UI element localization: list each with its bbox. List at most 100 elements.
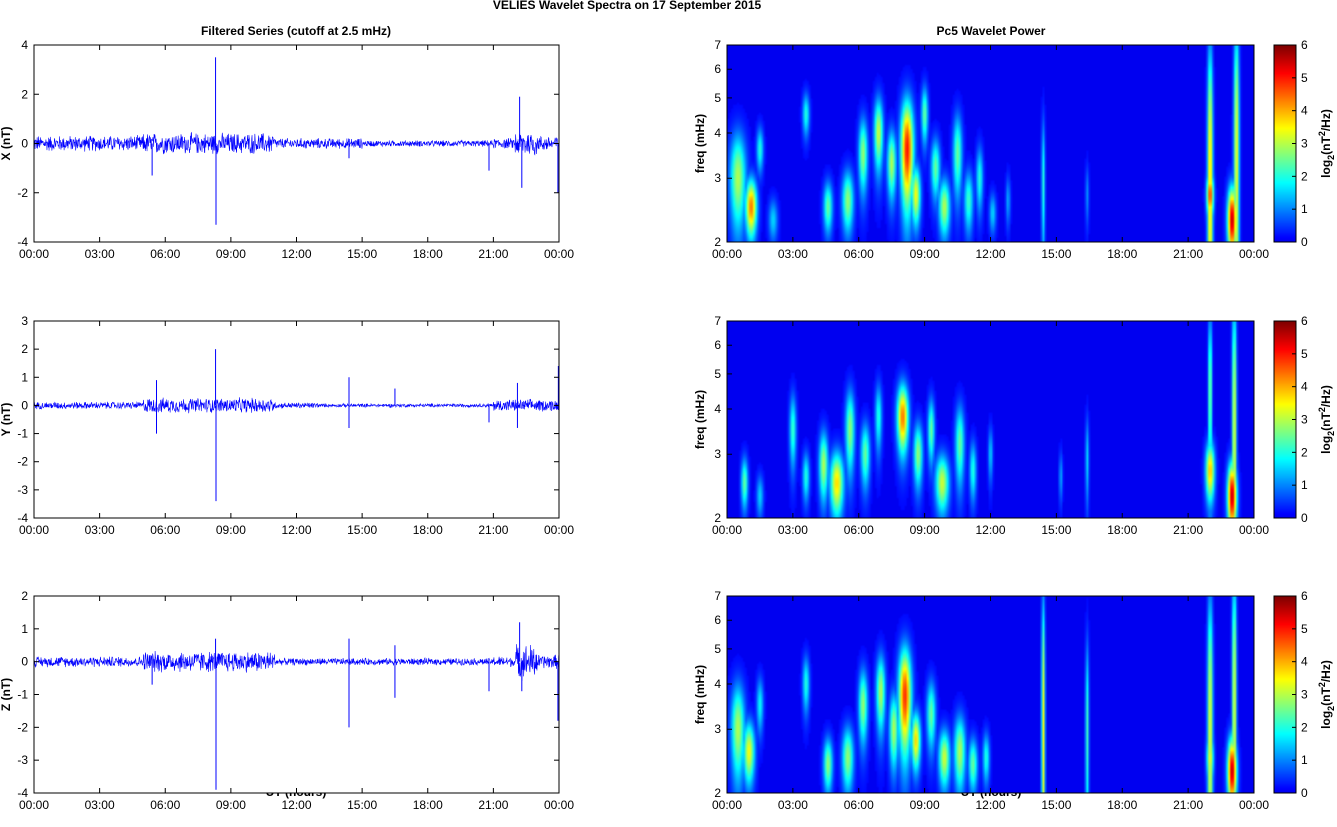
- ytick-label: 1: [21, 370, 28, 384]
- spec2-xtick-label: 12:00: [975, 523, 1005, 537]
- colorbar-tick-label: 6: [1301, 38, 1308, 52]
- ylabel: Y (nT): [0, 403, 13, 437]
- spectrogram-panel-3: 2 3 4 5 6 7 00:00 03:00 06:00 09:00 12:00 15:00 18:0…: [693, 589, 1336, 812]
- spec2-xtick-label: 03:00: [778, 523, 808, 537]
- colorbar-gradient: [1274, 321, 1296, 518]
- ts2-xtick-label: 21:00: [478, 523, 508, 537]
- colorbar-gradient: [1274, 45, 1296, 242]
- ylabel: X (nT): [0, 127, 13, 161]
- ts3-xtick-label: 03:00: [85, 798, 115, 812]
- ytick-label: 7: [714, 589, 721, 603]
- ts1-xtick-label: 06:00: [150, 247, 180, 261]
- ytick-label: -1: [17, 688, 28, 702]
- spec1-xtick-label: 21:00: [1173, 247, 1203, 261]
- spec1-xtick-label: 12:00: [975, 247, 1005, 261]
- ytick-label: 4: [21, 38, 28, 52]
- timeseries-panel-2: -4 -3 -2 -1 0 1 2 3 00:00 03:00 06:00 09:00 12:00 15:…: [0, 314, 574, 537]
- colorbar-tick-label: 0: [1301, 511, 1308, 525]
- ylabel: freq (mHz): [693, 665, 707, 724]
- colorbar-label: log2(nT2/Hz): [1317, 385, 1336, 454]
- colorbar-tick-label: 1: [1301, 753, 1308, 767]
- ytick-label: 5: [714, 91, 721, 105]
- spec1-xtick-label: 00:00: [712, 247, 742, 261]
- ts2-xtick-label: 00:00: [544, 523, 574, 537]
- colorbar: 0 1 2 3 4 5 6 log2(nT2/Hz): [1273, 38, 1336, 249]
- ytick-label: 4: [714, 402, 721, 416]
- spec2-xtick-label: 06:00: [844, 523, 874, 537]
- ytick-label: -4: [17, 786, 28, 800]
- spec3-xtick-label: 12:00: [975, 798, 1005, 812]
- spec1-xtick-label: 09:00: [910, 247, 940, 261]
- timeseries-panel-1: -4 -2 0 2 4 00:00 03:00 06:00 09:00 12:00 15:00 18:…: [0, 38, 574, 261]
- ts3-xtick-label: 09:00: [216, 798, 246, 812]
- colorbar-tick-label: 2: [1301, 169, 1308, 183]
- colorbar-tick-label: 4: [1301, 104, 1308, 118]
- spec3-xtick-label: 00:00: [712, 798, 742, 812]
- plot-area: [34, 321, 559, 518]
- ytick-label: 0: [21, 137, 28, 151]
- figure-suptitle: VELIES Wavelet Spectra on 17 September 2…: [493, 0, 762, 12]
- ts2-xtick-label: 06:00: [150, 523, 180, 537]
- colorbar-tick-label: 3: [1301, 137, 1308, 151]
- ytick-label: 4: [714, 677, 721, 691]
- ytick-label: 3: [714, 722, 721, 736]
- ts3-xtick-label: 18:00: [413, 798, 443, 812]
- spec3-xtick-label: 00:00: [1239, 798, 1269, 812]
- ts2-xtick-label: 09:00: [216, 523, 246, 537]
- ts1-xtick-label: 21:00: [478, 247, 508, 261]
- ytick-label: 7: [714, 314, 721, 328]
- wavelet-power-image: [727, 321, 1254, 518]
- colorbar-tick-label: 4: [1301, 655, 1308, 669]
- ytick-label: 2: [714, 786, 721, 800]
- spec2-xtick-label: 15:00: [1041, 523, 1071, 537]
- ytick-label: 2: [714, 511, 721, 525]
- wavelet-power-image: [727, 45, 1254, 242]
- ts1-xtick-label: 12:00: [281, 247, 311, 261]
- colorbar-tick-label: 6: [1301, 589, 1308, 603]
- ytick-label: -4: [17, 235, 28, 249]
- colorbar-tick-label: 2: [1301, 720, 1308, 734]
- spec2-xtick-label: 18:00: [1107, 523, 1137, 537]
- ts3-xtick-label: 15:00: [347, 798, 377, 812]
- spec2-xtick-label: 00:00: [712, 523, 742, 537]
- colorbar-tick-label: 0: [1301, 786, 1308, 800]
- spectrogram-panel-1: 2 3 4 5 6 7 00:00 03:00 06:00 09:00 12:00 15:00 18:0…: [693, 38, 1336, 261]
- right-column-title: Pc5 Wavelet Power: [937, 24, 1046, 38]
- colorbar-tick-label: 1: [1301, 478, 1308, 492]
- ts3-xtick-label: 00:00: [19, 798, 49, 812]
- signal-trace: [33, 644, 560, 682]
- ylabel: freq (mHz): [693, 390, 707, 449]
- ytick-label: -3: [17, 753, 28, 767]
- ts1-xtick-label: 00:00: [544, 247, 574, 261]
- plot-area: [34, 596, 559, 793]
- spec3-xtick-label: 09:00: [910, 798, 940, 812]
- ts1-xtick-label: 00:00: [19, 247, 49, 261]
- colorbar: 0 1 2 3 4 5 6 log2(nT2/Hz): [1273, 314, 1336, 525]
- ytick-label: 2: [21, 342, 28, 356]
- ylabel: Z (nT): [0, 678, 13, 711]
- ytick-label: 5: [714, 367, 721, 381]
- ytick-label: 0: [21, 655, 28, 669]
- colorbar-tick-label: 3: [1301, 688, 1308, 702]
- timeseries-panel-3: -4 -3 -2 -1 0 1 2 00:00 03:00 06:00 09:00 12:00 15:0…: [0, 589, 574, 812]
- ts2-xtick-label: 18:00: [413, 523, 443, 537]
- spec3-xtick-label: 21:00: [1173, 798, 1203, 812]
- ytick-label: 2: [714, 235, 721, 249]
- ytick-label: 0: [21, 398, 28, 412]
- ytick-label: 3: [714, 447, 721, 461]
- colorbar-tick-label: 4: [1301, 380, 1308, 394]
- spec3-xtick-label: 06:00: [844, 798, 874, 812]
- ytick-label: 5: [714, 642, 721, 656]
- ts1-xtick-label: 09:00: [216, 247, 246, 261]
- ts2-xtick-label: 15:00: [347, 523, 377, 537]
- colorbar-label: log2(nT2/Hz): [1317, 109, 1336, 178]
- spec1-xtick-label: 03:00: [778, 247, 808, 261]
- spec3-xtick-label: 18:00: [1107, 798, 1137, 812]
- ytick-label: 2: [21, 589, 28, 603]
- ts2-xtick-label: 12:00: [281, 523, 311, 537]
- colorbar-tick-label: 5: [1301, 622, 1308, 636]
- ts3-xtick-label: 21:00: [478, 798, 508, 812]
- ytick-label: 6: [714, 338, 721, 352]
- signal-trace: [33, 131, 560, 156]
